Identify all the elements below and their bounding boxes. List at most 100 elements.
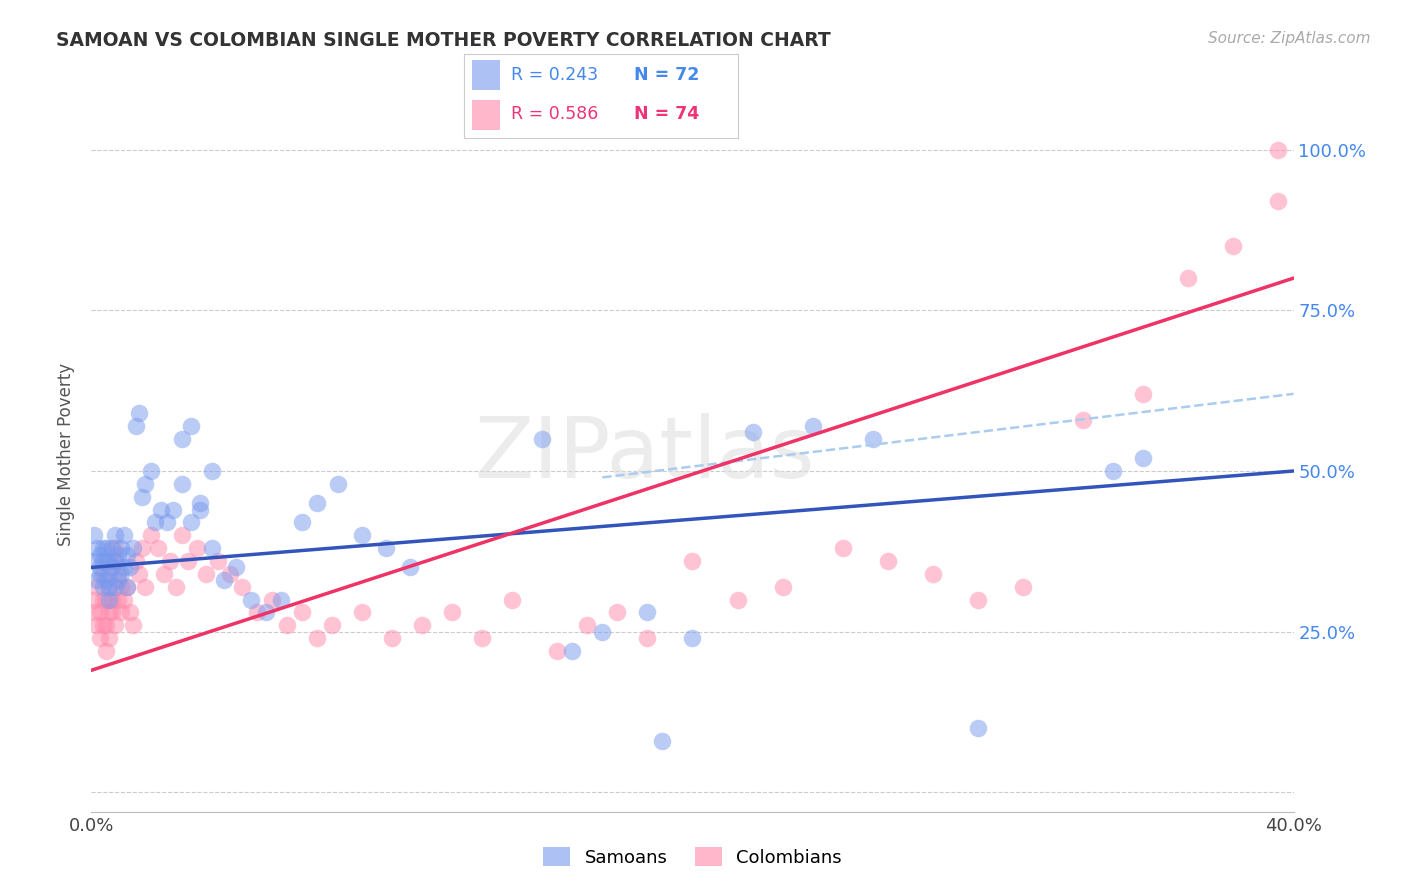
Point: [114, 592, 136, 607]
Point: [104, 528, 127, 542]
Point: [561, 644, 583, 658]
Point: [98, 580, 121, 594]
Point: [636, 606, 658, 620]
Point: [89, 631, 111, 645]
Point: [1102, 464, 1125, 478]
Point: [131, 490, 153, 504]
Point: [89, 566, 111, 581]
Point: [180, 419, 202, 434]
Point: [1267, 143, 1289, 157]
Point: [270, 592, 292, 607]
Point: [225, 560, 247, 574]
Point: [305, 631, 328, 645]
Point: [98, 580, 121, 594]
Point: [101, 592, 124, 607]
Point: [471, 631, 494, 645]
Point: [101, 606, 124, 620]
Point: [120, 606, 142, 620]
Point: [155, 516, 177, 530]
Point: [114, 528, 136, 542]
Point: [104, 618, 127, 632]
Point: [110, 580, 132, 594]
Point: [651, 734, 673, 748]
Point: [107, 548, 129, 562]
Point: [141, 528, 163, 542]
Point: [93, 541, 115, 556]
Point: [83, 554, 105, 568]
Point: [86, 574, 108, 588]
Point: [291, 606, 314, 620]
Point: [862, 432, 884, 446]
Bar: [472, 100, 499, 130]
Point: [772, 580, 794, 594]
Point: [152, 566, 174, 581]
Point: [636, 631, 658, 645]
Point: [254, 606, 277, 620]
Point: [1177, 271, 1199, 285]
Point: [176, 554, 198, 568]
Point: [1132, 451, 1154, 466]
Legend: Samoans, Colombians: Samoans, Colombians: [536, 840, 849, 874]
Point: [104, 580, 127, 594]
Point: [83, 606, 105, 620]
Point: [128, 406, 150, 420]
Point: [120, 560, 142, 574]
Point: [159, 554, 181, 568]
Point: [201, 541, 224, 556]
Point: [83, 592, 105, 607]
Point: [260, 592, 283, 607]
Point: [110, 541, 132, 556]
Point: [86, 618, 108, 632]
Point: [291, 516, 314, 530]
Point: [194, 566, 217, 581]
Point: [967, 721, 990, 735]
Point: [212, 574, 235, 588]
Point: [180, 516, 202, 530]
Point: [107, 566, 129, 581]
Point: [83, 528, 105, 542]
Point: [98, 554, 121, 568]
Point: [128, 566, 150, 581]
Point: [122, 618, 145, 632]
Point: [98, 606, 121, 620]
Point: [86, 580, 108, 594]
Point: [188, 496, 211, 510]
Point: [146, 541, 169, 556]
Text: ZIPatlas: ZIPatlas: [474, 413, 814, 497]
Point: [399, 560, 422, 574]
Point: [117, 580, 139, 594]
Text: N = 72: N = 72: [634, 66, 699, 84]
Point: [1071, 412, 1094, 426]
Point: [876, 554, 898, 568]
Point: [606, 606, 628, 620]
Point: [104, 554, 127, 568]
Point: [546, 644, 568, 658]
Point: [134, 476, 156, 491]
Point: [104, 554, 127, 568]
Text: Source: ZipAtlas.com: Source: ZipAtlas.com: [1208, 31, 1371, 46]
Point: [125, 419, 148, 434]
Point: [114, 560, 136, 574]
Point: [89, 560, 111, 574]
Point: [96, 554, 118, 568]
Point: [98, 631, 121, 645]
Bar: [472, 61, 499, 90]
Point: [201, 464, 224, 478]
Point: [104, 541, 127, 556]
Point: [239, 592, 262, 607]
Point: [170, 432, 193, 446]
Text: R = 0.243: R = 0.243: [510, 66, 598, 84]
Point: [576, 618, 599, 632]
Point: [98, 566, 121, 581]
Point: [98, 592, 121, 607]
Point: [350, 528, 373, 542]
Point: [86, 541, 108, 556]
Point: [96, 574, 118, 588]
Point: [1012, 580, 1035, 594]
Point: [531, 432, 554, 446]
Point: [207, 554, 229, 568]
Point: [831, 541, 853, 556]
Point: [170, 528, 193, 542]
Point: [591, 624, 613, 639]
Point: [131, 541, 153, 556]
